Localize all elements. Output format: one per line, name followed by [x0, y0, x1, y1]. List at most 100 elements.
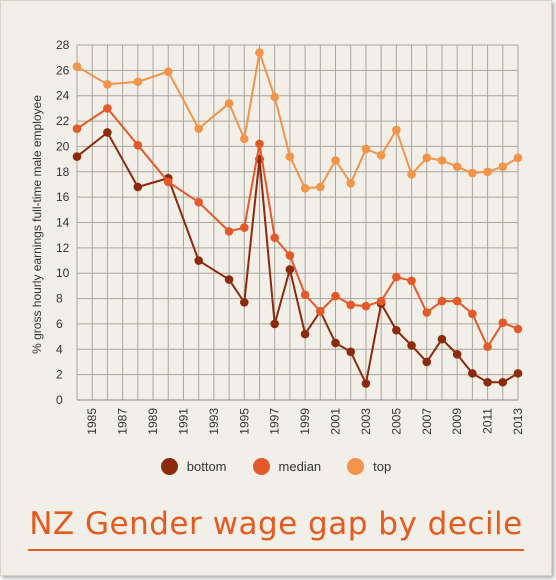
x-tick-label: 2013 — [511, 408, 525, 435]
x-tick-label: 1993 — [207, 408, 221, 435]
data-point-top — [270, 92, 279, 102]
x-tick-label: 2009 — [450, 408, 464, 435]
x-tick-label: 2003 — [359, 408, 373, 435]
series-line-top — [76, 51, 519, 190]
y-tick-label: 6 — [56, 317, 63, 331]
data-point-median — [468, 309, 477, 319]
y-tick-label: 24 — [56, 89, 70, 103]
data-point-top — [103, 80, 112, 89]
data-point-top — [498, 162, 508, 172]
legend-swatch-bottom — [160, 458, 178, 475]
legend-item-median: median — [252, 458, 322, 475]
x-tick-label: 2001 — [329, 408, 343, 435]
chart-legend: bottom median top — [1, 458, 551, 475]
legend-item-bottom: bottom — [160, 458, 227, 475]
data-point-top — [376, 151, 386, 160]
data-point-bottom — [103, 128, 112, 137]
data-point-bottom — [346, 347, 356, 357]
legend-swatch-top — [347, 458, 365, 475]
data-point-median — [407, 276, 416, 286]
title-underline — [28, 549, 524, 551]
x-tick-label: 1999 — [298, 408, 312, 435]
data-point-median — [498, 318, 508, 327]
data-point-top — [513, 153, 523, 163]
data-point-median — [163, 177, 173, 187]
data-point-bottom — [194, 256, 203, 265]
y-tick-label: 28 — [56, 38, 70, 52]
data-point-top — [194, 124, 203, 133]
x-tick-label: 1997 — [268, 408, 282, 435]
legend-swatch-median — [252, 458, 270, 475]
legend-label-median: median — [278, 459, 322, 474]
data-point-bottom — [133, 182, 143, 192]
y-tick-label: 18 — [56, 165, 70, 179]
y-tick-label: 12 — [56, 241, 70, 255]
x-tick-label: 2011 — [481, 408, 495, 434]
data-point-bottom — [483, 377, 492, 387]
data-point-median — [346, 300, 356, 310]
data-point-median — [103, 104, 112, 113]
data-point-bottom — [437, 334, 447, 344]
legend-label-top: top — [373, 459, 392, 474]
data-point-median — [376, 296, 386, 306]
data-point-median — [239, 223, 249, 232]
data-point-bottom — [285, 265, 295, 274]
data-point-bottom — [361, 379, 371, 388]
data-point-median — [300, 290, 310, 300]
data-point-median — [437, 296, 447, 306]
y-tick-label: 2 — [56, 368, 63, 382]
data-point-median — [422, 308, 432, 317]
data-point-bottom — [452, 350, 462, 359]
data-point-median — [331, 291, 340, 301]
data-point-bottom — [72, 152, 82, 161]
data-point-median — [194, 197, 203, 207]
y-tick-label: 26 — [56, 63, 70, 77]
data-point-bottom — [422, 357, 432, 367]
data-point-top — [452, 162, 462, 172]
data-point-top — [163, 67, 173, 76]
legend-item-top: top — [347, 458, 391, 475]
y-axis-label: % gross hourly earnings full-time male e… — [30, 95, 44, 354]
data-point-bottom — [224, 275, 234, 284]
data-point-median — [255, 139, 264, 149]
chart-title: NZ Gender wage gap by decile — [29, 506, 523, 542]
data-point-top — [224, 99, 234, 108]
data-point-median — [452, 296, 462, 306]
data-point-top — [468, 168, 477, 178]
data-point-median — [513, 324, 523, 334]
data-point-median — [392, 272, 401, 282]
data-point-bottom — [498, 377, 508, 387]
data-point-bottom — [392, 325, 401, 335]
data-point-median — [72, 124, 82, 133]
y-tick-label: 14 — [56, 216, 70, 230]
data-point-median — [270, 233, 279, 243]
x-tick-label: 1989 — [146, 408, 160, 435]
data-point-top — [316, 182, 325, 192]
y-tick-label: 4 — [56, 342, 63, 356]
data-point-median — [224, 227, 234, 236]
x-tick-label: 1995 — [237, 408, 251, 435]
data-point-top — [392, 125, 401, 135]
y-tick-label: 16 — [56, 190, 70, 204]
data-point-top — [255, 48, 264, 57]
data-point-bottom — [331, 338, 340, 348]
x-tick-label: 1991 — [176, 408, 190, 435]
data-point-top — [407, 170, 416, 179]
data-point-bottom — [300, 329, 310, 339]
x-tick-label: 1987 — [116, 408, 130, 435]
series-line-median — [76, 107, 519, 348]
data-point-top — [285, 152, 295, 161]
data-point-median — [316, 306, 325, 316]
x-tick-label: 1985 — [85, 408, 99, 435]
data-point-bottom — [239, 298, 249, 307]
y-tick-label: 22 — [56, 114, 70, 128]
data-point-bottom — [407, 341, 416, 350]
data-point-top — [483, 167, 492, 177]
data-point-top — [422, 153, 432, 163]
x-tick-label: 2007 — [420, 408, 434, 435]
y-tick-label: 10 — [56, 266, 70, 280]
y-tick-label: 20 — [56, 139, 70, 153]
data-point-median — [285, 251, 295, 260]
